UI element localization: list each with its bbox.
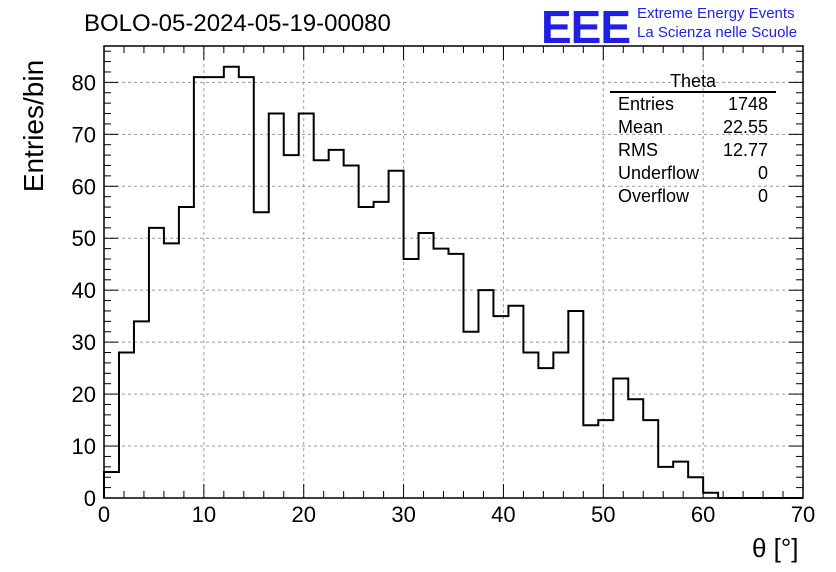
stats-row: Entries 1748	[610, 93, 776, 116]
histogram-bin	[449, 254, 464, 498]
stats-value: 0	[757, 163, 768, 183]
y-axis-label: Entries/bin	[18, 59, 49, 193]
histogram-bin	[478, 290, 493, 498]
stats-label: Entries	[618, 94, 675, 114]
y-tick-label: 20	[72, 382, 96, 407]
x-tick-label: 30	[391, 502, 415, 527]
stats-value: 22.55	[722, 117, 768, 137]
y-tick-label: 30	[72, 330, 96, 355]
histogram-bin	[224, 67, 239, 498]
stats-label: Mean	[618, 117, 664, 137]
histogram-bin	[493, 316, 508, 498]
histogram-bin	[164, 243, 179, 498]
histogram-bin	[134, 321, 149, 498]
stats-rows: Entries 1748 Mean 22.55 RMS 12.77 Underflow 0 Ov…	[610, 93, 776, 208]
histogram-bin	[344, 165, 359, 498]
stats-row: Mean 22.55	[610, 116, 776, 139]
x-tick-label: 40	[491, 502, 515, 527]
histogram-bin	[463, 332, 478, 498]
x-tick-label: 60	[691, 502, 715, 527]
histogram-outline	[103, 65, 803, 499]
histogram-bin	[329, 150, 344, 498]
stats-value: 1748	[727, 94, 768, 114]
logo-caption-line2: La Scienza nelle Scuole	[637, 24, 798, 41]
histogram-bin	[613, 379, 628, 498]
histogram-bin	[374, 202, 389, 498]
histogram-bin	[508, 306, 523, 498]
histogram-bin	[104, 472, 119, 498]
histogram-bin	[179, 207, 194, 498]
histogram-bin	[359, 207, 374, 498]
histogram-bin	[568, 311, 583, 498]
histogram-bin	[658, 467, 673, 498]
histogram-bin	[209, 77, 224, 498]
histogram-bin	[299, 114, 314, 498]
histogram-bin	[583, 425, 598, 498]
histogram-bin	[119, 353, 134, 498]
x-tick-label: 20	[291, 502, 315, 527]
histogram-bin	[628, 399, 643, 498]
histogram-bin	[194, 77, 209, 498]
histogram-bin	[254, 212, 269, 498]
x-tick-label: 0	[98, 502, 110, 527]
histogram-bin	[673, 462, 688, 498]
x-tick-label: 70	[791, 502, 815, 527]
histogram-bin	[598, 420, 613, 498]
y-tick-label: 60	[72, 174, 96, 199]
histogram-bin	[688, 477, 703, 498]
histogram-bin	[523, 353, 538, 498]
histogram-bin	[314, 160, 329, 498]
stats-label: RMS	[618, 140, 658, 160]
histogram-bin	[269, 114, 284, 498]
stats-value: 0	[757, 186, 768, 206]
eee-logo: EEE	[541, 1, 631, 53]
stats-label: Overflow	[618, 186, 690, 206]
y-tick-label: 10	[72, 434, 96, 459]
histogram-bin	[284, 155, 299, 498]
stats-box: Theta Entries 1748 Mean 22.55 RMS 12.77 Underf…	[610, 72, 776, 208]
histogram-bin	[149, 228, 164, 498]
stats-row: Overflow 0	[610, 185, 776, 208]
logo-caption: Extreme Energy Events La Scienza nelle S…	[637, 4, 797, 42]
histogram-bin	[404, 259, 419, 498]
stats-row: Underflow 0	[610, 162, 776, 185]
histogram-bin	[239, 77, 254, 498]
x-axis-label: θ [°]	[752, 533, 799, 563]
stats-value: 12.77	[722, 140, 768, 160]
histogram-bin	[643, 420, 658, 498]
stats-row: RMS 12.77	[610, 139, 776, 162]
histogram-bin	[389, 171, 404, 498]
histogram-bin	[553, 353, 568, 498]
y-tick-label: 40	[72, 278, 96, 303]
x-tick-label: 10	[192, 502, 216, 527]
chart-title: BOLO-05-2024-05-19-00080	[84, 10, 391, 37]
stats-label: Underflow	[618, 163, 700, 183]
plot-frame	[103, 45, 804, 499]
y-tick-label: 0	[84, 486, 96, 511]
x-tick-label: 50	[591, 502, 615, 527]
histogram-bin	[419, 233, 434, 498]
histogram-bin	[538, 368, 553, 498]
y-tick-label: 70	[72, 122, 96, 147]
stats-title: Theta	[610, 72, 776, 93]
logo-caption-line1: Extreme Energy Events	[637, 5, 795, 22]
y-tick-label: 50	[72, 226, 96, 251]
histogram-bin	[434, 249, 449, 498]
y-tick-label: 80	[72, 70, 96, 95]
